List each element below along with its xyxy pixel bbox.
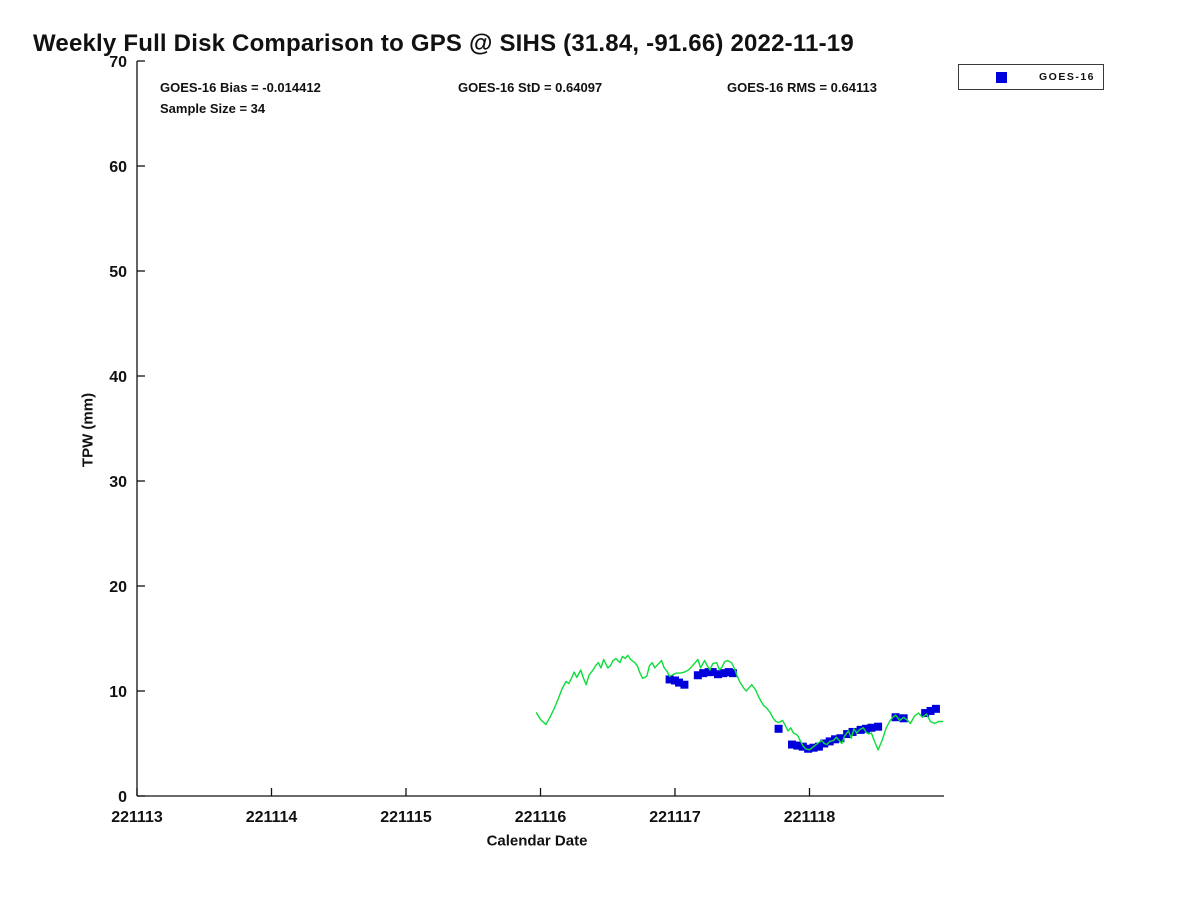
goes16-marker (665, 675, 674, 684)
x-tick-label: 221118 (784, 809, 836, 826)
y-tick-label: 50 (109, 264, 127, 281)
chart-title: Weekly Full Disk Comparison to GPS @ SIH… (33, 30, 854, 57)
goes16-marker (874, 722, 883, 731)
goes16-marker (671, 676, 679, 685)
goes16-marker (899, 714, 908, 723)
goes16-marker (814, 742, 823, 751)
y-tick-label: 10 (109, 684, 127, 701)
goes16-marker (793, 741, 802, 750)
goes16-marker (699, 669, 708, 678)
goes16-marker (788, 740, 797, 749)
goes16-legend-marker-icon (996, 71, 1007, 83)
goes16-marker (728, 669, 737, 678)
goes16-marker (680, 680, 689, 689)
goes16-marker (675, 678, 684, 687)
goes16-marker (704, 668, 713, 677)
goes16-marker (867, 723, 876, 732)
goes16-marker (926, 706, 935, 715)
stat-std: GOES-16 StD = 0.64097 (458, 80, 603, 95)
x-tick-label: 221115 (380, 809, 432, 826)
stat-bias: GOES-16 Bias = -0.014412 (160, 80, 321, 95)
goes16-marker (931, 704, 940, 713)
x-axis-label: Calendar Date (486, 832, 588, 850)
goes16-marker (708, 668, 717, 677)
y-tick-label: 40 (109, 369, 127, 386)
x-tick-label: 221113 (111, 809, 163, 826)
stat-sample-size: Sample Size = 34 (160, 101, 266, 116)
y-tick-label: 30 (109, 474, 127, 491)
x-tick-label: 221116 (515, 809, 567, 826)
goes16-marker (714, 670, 723, 679)
y-tick-label: 70 (109, 54, 127, 71)
gps-line (535, 654, 944, 751)
goes16-marker (836, 734, 845, 743)
legend: GOES-16 (958, 64, 1104, 90)
goes16-marker (774, 724, 783, 733)
x-tick-label: 221117 (649, 809, 701, 826)
goes16-marker (809, 743, 818, 752)
goes16-marker (921, 709, 930, 718)
goes16-markers (665, 668, 940, 753)
goes16-marker (724, 668, 733, 677)
goes16-marker (843, 730, 852, 739)
goes16-marker (693, 671, 702, 680)
goes16-marker (719, 669, 728, 678)
goes16-marker (891, 713, 900, 722)
stat-rms: GOES-16 RMS = 0.64113 (727, 80, 877, 95)
legend-label: GOES-16 (1039, 71, 1096, 83)
x-tick-label: 221114 (246, 809, 298, 826)
y-tick-label: 0 (118, 789, 127, 806)
y-tick-label: 60 (109, 159, 127, 176)
y-tick-label: 20 (109, 579, 127, 596)
goes16-marker (861, 724, 870, 733)
